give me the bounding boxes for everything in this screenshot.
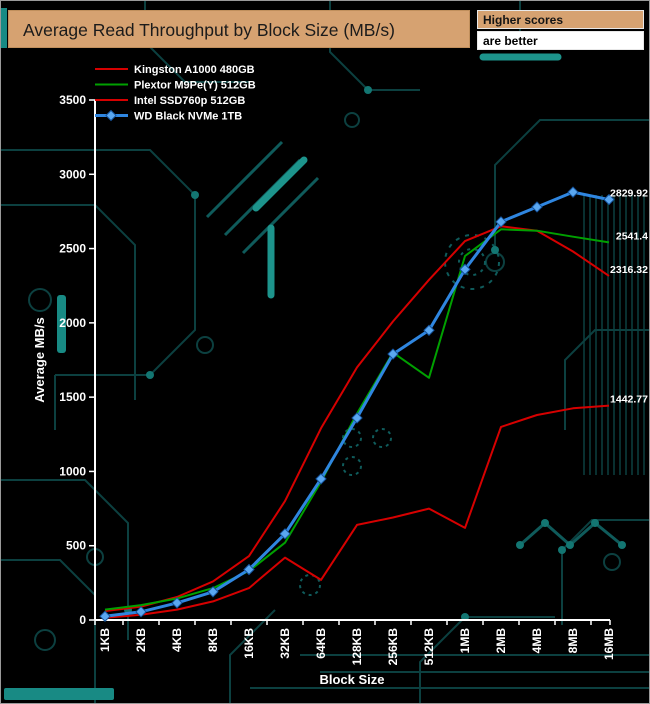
- y-tick-label: 2500: [59, 242, 86, 256]
- x-tick-label: 1KB: [98, 628, 112, 652]
- y-tick-label: 3500: [59, 93, 86, 107]
- legend-label: Intel SSD760p 512GB: [134, 95, 245, 107]
- series-marker: [459, 263, 471, 276]
- series-end-label: 2316.32: [610, 264, 648, 276]
- legend-marker: [105, 109, 117, 122]
- series-marker: [315, 473, 327, 485]
- series-line: [104, 404, 610, 619]
- legend-label: WD Black NVMe 1TB: [134, 111, 242, 123]
- x-tick-label: 256KB: [386, 628, 400, 666]
- series-marker: [279, 528, 291, 540]
- legend-label: Plextor M9Pe(Y) 512GB: [134, 80, 256, 92]
- are-better-label: are better: [477, 31, 644, 50]
- x-tick-label: 128KB: [350, 628, 364, 666]
- series-marker: [171, 597, 183, 609]
- series-marker: [387, 348, 399, 360]
- series-marker: [99, 610, 111, 622]
- y-tick-label: 2000: [59, 316, 86, 330]
- y-tick-label: 500: [66, 539, 86, 553]
- higher-scores-label: Higher scores: [477, 10, 644, 29]
- x-tick-label: 32KB: [278, 628, 292, 659]
- series-line: [104, 190, 610, 618]
- series-marker: [567, 186, 579, 198]
- x-tick-label: 2KB: [134, 628, 148, 652]
- series-end-label: 1442.77: [610, 394, 648, 406]
- x-tick-label: 8KB: [206, 628, 220, 652]
- series-end-label: 2829.92: [610, 188, 648, 200]
- x-tick-label: 512KB: [422, 628, 436, 666]
- series-marker: [423, 324, 435, 336]
- x-tick-label: 1MB: [458, 628, 472, 654]
- y-tick-label: 1000: [59, 464, 86, 478]
- series-end-label: 2541.4: [616, 230, 648, 242]
- y-tick-label: 0: [79, 613, 86, 627]
- y-tick-label: 3000: [59, 167, 86, 181]
- series-marker: [603, 193, 615, 206]
- y-tick-label: 1500: [59, 390, 86, 404]
- chart-title: Average Read Throughput by Block Size (M…: [8, 10, 470, 48]
- circuit-pads: [0, 8, 114, 700]
- x-tick-label: 4MB: [530, 628, 544, 654]
- series-marker: [531, 201, 543, 213]
- x-tick-label: 64KB: [314, 628, 328, 659]
- x-tick-label: 4KB: [170, 628, 184, 652]
- y-axis-title: Average MB/s: [32, 317, 47, 403]
- x-tick-label: 16KB: [242, 628, 256, 659]
- series-marker: [495, 216, 507, 228]
- x-tick-label: 2MB: [494, 628, 508, 654]
- x-tick-label: 16MB: [602, 628, 616, 660]
- x-tick-label: 8MB: [566, 628, 580, 654]
- series-marker: [207, 586, 219, 598]
- x-axis-title: Block Size: [319, 672, 384, 687]
- series-marker: [351, 412, 363, 424]
- circuit-traces-bright: [252, 53, 562, 299]
- legend-label: Kingston A1000 480GB: [134, 64, 255, 76]
- series-marker: [135, 606, 147, 618]
- series-marker: [243, 563, 255, 576]
